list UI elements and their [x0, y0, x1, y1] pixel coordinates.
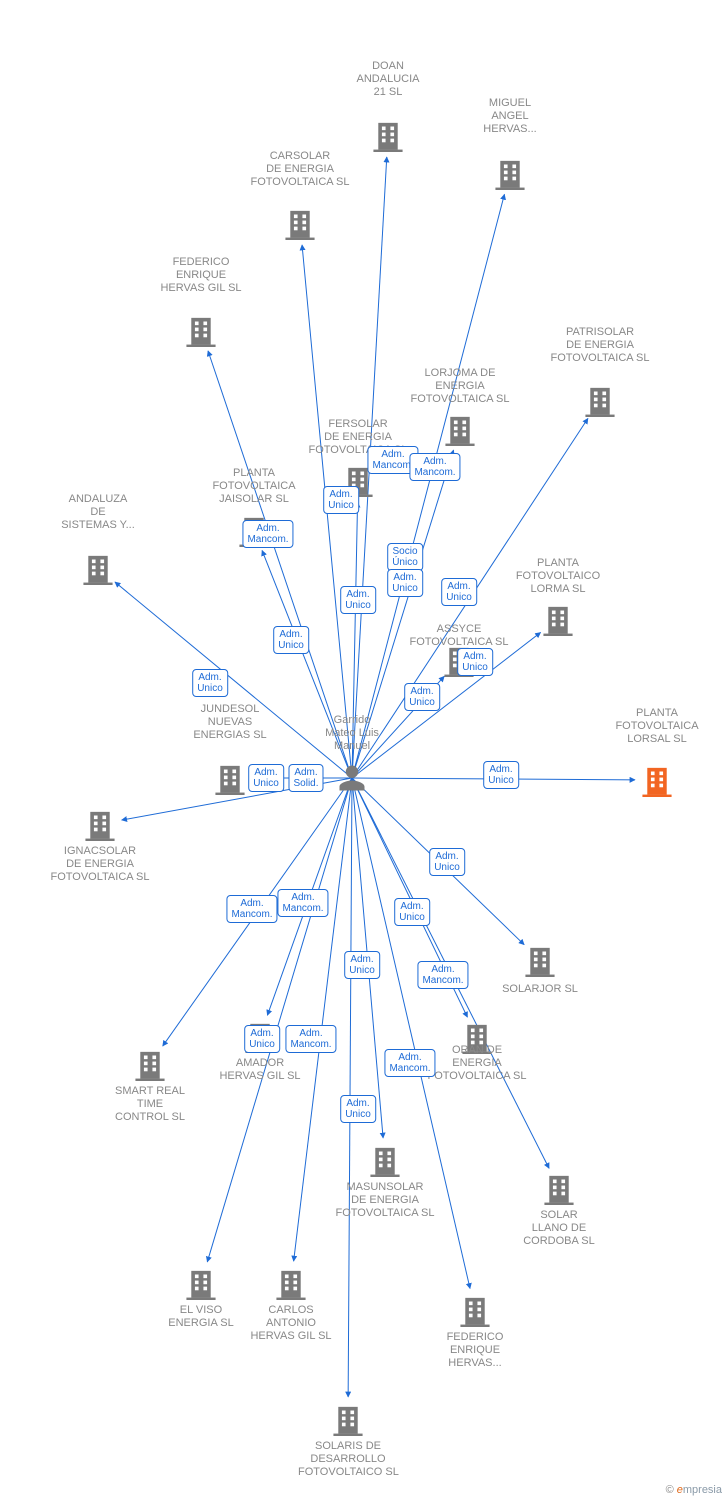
- edges-layer: [0, 0, 728, 1500]
- node-label: PLANTA FOTOVOLTAICO LORMA SL: [508, 557, 608, 597]
- building-icon: [333, 1402, 363, 1436]
- node-label: FEDERICO ENRIQUE HERVAS GIL SL: [151, 256, 251, 296]
- edge-label: Adm. Unico: [344, 951, 380, 979]
- building-icon: [186, 313, 216, 347]
- edge-label: Adm. Unico: [273, 626, 309, 654]
- node-label: AMADOR HERVAS GIL SL: [210, 1057, 310, 1083]
- node-label: DOAN ANDALUCIA 21 SL: [338, 60, 438, 100]
- edge-label: Adm. Unico: [340, 1095, 376, 1123]
- building-icon: [525, 943, 555, 977]
- edge-label: Adm. Mancom.: [226, 895, 277, 923]
- edge-label: Adm. Unico: [457, 648, 493, 676]
- edge-label: Adm. Mancom.: [409, 453, 460, 481]
- brand-rest: mpresia: [683, 1484, 722, 1496]
- person-icon: [337, 763, 367, 793]
- node-label: IGNACSOLAR DE ENERGIA FOTOVOLTAICA SL: [50, 845, 150, 885]
- building-icon: [245, 1019, 275, 1053]
- edge-label: Adm. Mancom.: [242, 520, 293, 548]
- node-label: JUNDESOL NUEVAS ENERGIAS SL: [180, 703, 280, 743]
- building-icon: [373, 118, 403, 152]
- node-label: FERSOLAR DE ENERGIA FOTOVOLTAICA SL: [308, 418, 408, 458]
- edge-label: Adm. Unico: [192, 669, 228, 697]
- node-label: PLANTA FOTOVOLTAICA LORSAL SL: [607, 707, 707, 747]
- edge-label: Adm. Unico: [429, 848, 465, 876]
- node-label: SOLARJOR SL: [490, 983, 590, 996]
- edge-label: Adm. Unico: [441, 578, 477, 606]
- edge-label: Adm. Unico: [387, 569, 423, 597]
- footer-credit: © empresia: [666, 1484, 722, 1496]
- center-node-label: Garrido Mateo Luis Manuel: [302, 714, 402, 754]
- building-icon: [285, 206, 315, 240]
- node-label: PLANTA FOTOVOLTAICA JAISOLAR SL: [204, 467, 304, 507]
- building-icon: [642, 763, 672, 797]
- building-icon: [83, 551, 113, 585]
- node-label: CARSOLAR DE ENERGIA FOTOVOLTAICA SL: [250, 150, 350, 190]
- building-icon: [460, 1293, 490, 1327]
- node-label: FEDERICO ENRIQUE HERVAS...: [425, 1331, 525, 1371]
- building-icon: [343, 463, 373, 497]
- edge-label: Adm. Unico: [244, 1025, 280, 1053]
- building-icon: [544, 1171, 574, 1205]
- building-icon: [215, 761, 245, 795]
- building-icon: [444, 643, 474, 677]
- node-label: EL VISO ENERGIA SL: [151, 1304, 251, 1330]
- edge-label: Adm. Unico: [483, 761, 519, 789]
- building-icon: [135, 1047, 165, 1081]
- building-icon: [495, 156, 525, 190]
- node-label: SOLAR LLANO DE CORDOBA SL: [509, 1209, 609, 1249]
- edge-label: Adm. Mancom.: [285, 1025, 336, 1053]
- node-label: ANDALUZA DE SISTEMAS Y...: [48, 493, 148, 533]
- edge-label: Adm. Solid.: [288, 764, 323, 792]
- building-icon: [585, 383, 615, 417]
- node-label: ORAN DE ENERGIA FOTOVOLTAICA SL: [427, 1044, 527, 1084]
- building-icon: [462, 1020, 492, 1054]
- node-label: MASUNSOLAR DE ENERGIA FOTOVOLTAICA SL: [335, 1181, 435, 1221]
- edge-label: Adm. Unico: [394, 898, 430, 926]
- node-label: SMART REAL TIME CONTROL SL: [100, 1085, 200, 1125]
- node-label: ASSYCE FOTOVOLTAICA SL: [409, 623, 509, 649]
- edge-label: Adm. Unico: [404, 683, 440, 711]
- building-icon: [445, 412, 475, 446]
- edge-label: Adm. Unico: [323, 486, 359, 514]
- edge-label: Socio Único: [387, 543, 423, 571]
- edge-label: Adm. Unico: [340, 586, 376, 614]
- edge-label: Adm. Mancom.: [384, 1049, 435, 1077]
- edge-label: Adm. Mancom.: [417, 961, 468, 989]
- edge-label: Adm. Mancom.: [277, 889, 328, 917]
- edge-label: Adm. Unico: [248, 764, 284, 792]
- node-label: PATRISOLAR DE ENERGIA FOTOVOLTAICA SL: [550, 326, 650, 366]
- node-label: LORJOMA DE ENERGIA FOTOVOLTAICA SL: [410, 367, 510, 407]
- node-label: CARLOS ANTONIO HERVAS GIL SL: [241, 1304, 341, 1344]
- network-diagram: Garrido Mateo Luis Manuel DOAN ANDALUCIA…: [0, 0, 728, 1500]
- building-icon: [276, 1266, 306, 1300]
- copyright-symbol: ©: [666, 1484, 674, 1496]
- edge-label: Adm. Mancom.: [367, 446, 418, 474]
- node-label: MIGUEL ANGEL HERVAS...: [460, 97, 560, 137]
- building-icon: [85, 807, 115, 841]
- node-label: SOLARIS DE DESARROLLO FOTOVOLTAICO SL: [298, 1440, 398, 1480]
- building-icon: [239, 513, 269, 547]
- building-icon: [543, 602, 573, 636]
- building-icon: [186, 1266, 216, 1300]
- building-icon: [370, 1143, 400, 1177]
